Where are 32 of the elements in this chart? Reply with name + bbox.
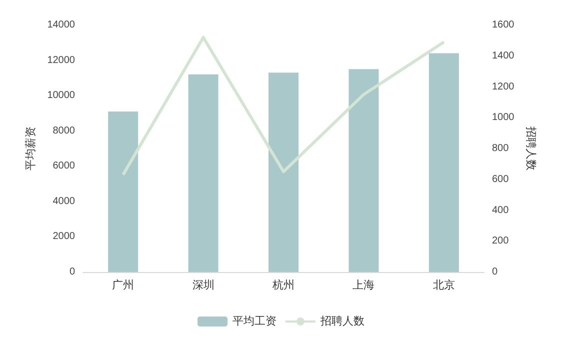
y-tick-label: 2000 (52, 231, 76, 242)
bar (428, 53, 459, 272)
bar (268, 72, 298, 272)
y2-tick-label: 1000 (492, 112, 515, 124)
legend-label: 招聘人数 (320, 316, 364, 328)
y2-tick-label: 1400 (492, 50, 515, 62)
y2-tick-label: 200 (492, 236, 510, 247)
x-tick-label: 上海 (352, 278, 375, 292)
y-tick-label: 12000 (47, 54, 76, 66)
y-tick-label: 10000 (47, 90, 76, 102)
y2-tick-label: 1200 (492, 81, 515, 92)
y-tick-label: 0 (69, 266, 76, 278)
y-tick-label: 8000 (52, 125, 76, 136)
x-tick-label: 深圳 (192, 278, 214, 292)
y-tick-label: 4000 (52, 196, 76, 207)
y2-tick-label: 400 (492, 204, 510, 216)
x-tick-label: 广州 (112, 278, 134, 292)
line-series (122, 36, 446, 176)
y2-tick-label: 600 (492, 174, 510, 185)
y-axis-title: 平均薪资 (24, 126, 37, 170)
bar (188, 74, 218, 272)
y-tick-label: 14000 (47, 20, 76, 30)
y2-tick-label: 1600 (492, 20, 515, 30)
bar (108, 111, 138, 272)
x-tick-label: 北京 (432, 278, 455, 292)
y2-axis-title: 招聘人数 (524, 126, 537, 170)
y-tick-label: 6000 (52, 160, 76, 172)
y2-tick-label: 800 (492, 143, 510, 154)
y2-tick-label: 0 (492, 266, 498, 278)
bar (348, 69, 379, 272)
x-tick-label: 杭州 (272, 278, 294, 292)
legend-label: 平均工资 (232, 316, 276, 328)
